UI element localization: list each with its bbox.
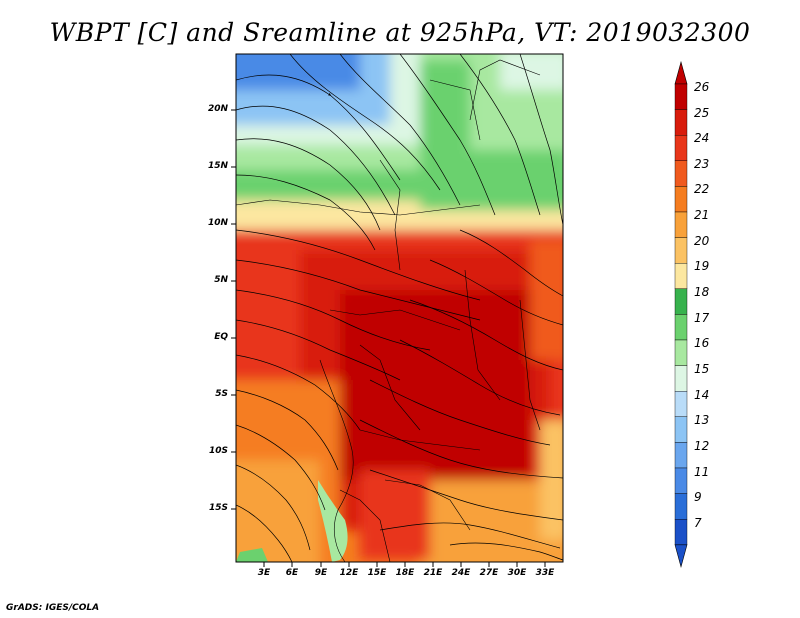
colorbar-top-arrow <box>674 60 688 85</box>
colorbar-label: 24 <box>694 131 710 145</box>
colorbar-label: 21 <box>694 208 710 222</box>
lat-label-5s: 5S <box>215 389 228 399</box>
colorbar-swatch <box>674 442 688 469</box>
colorbar-label: 20 <box>694 234 710 248</box>
colorbar-label: 19 <box>694 259 710 273</box>
colorbar-label: 13 <box>694 413 710 427</box>
colorbar-swatch <box>674 211 688 238</box>
colorbar-swatch <box>674 314 688 341</box>
colorbar-label: 9 <box>694 490 702 504</box>
lon-label-33e: 33E <box>535 568 555 578</box>
lat-label-eq: EQ <box>214 332 228 342</box>
lon-label-24e: 24E <box>451 568 471 578</box>
colorbar-label: 18 <box>694 285 710 299</box>
lat-label-10n: 10N <box>207 218 228 228</box>
lon-label-27e: 27E <box>479 568 499 578</box>
colorbar <box>674 60 688 568</box>
lat-label-5n: 5N <box>214 275 228 285</box>
colorbar-label: 15 <box>694 362 710 376</box>
colorbar-swatch <box>674 391 688 418</box>
colorbar-swatch <box>674 263 688 290</box>
map-frame <box>235 53 564 563</box>
streamlines <box>236 54 563 562</box>
colorbar-label: 7 <box>694 516 702 530</box>
colorbar-label: 14 <box>694 388 710 402</box>
colorbar-label: 26 <box>694 80 710 94</box>
colorbar-swatch <box>674 467 688 494</box>
colorbar-label: 17 <box>694 311 710 325</box>
colorbar-swatch <box>674 186 688 213</box>
colorbar-swatch <box>674 109 688 136</box>
figure-title: WBPT [C] and Sreamline at 925hPa, VT: 20… <box>49 18 751 47</box>
country-borders <box>236 59 541 562</box>
colorbar-swatch <box>674 519 688 546</box>
lat-label-20n: 20N <box>207 104 228 114</box>
lon-label-12e: 12E <box>339 568 359 578</box>
colorbar-swatch <box>674 83 688 110</box>
lon-label-9e: 9E <box>314 568 328 578</box>
lon-ticks <box>263 562 546 567</box>
colorbar-label: 12 <box>694 439 710 453</box>
lat-label-10s: 10S <box>208 446 228 456</box>
colorbar-swatch <box>674 365 688 392</box>
colorbar-bottom-arrow <box>674 544 688 568</box>
colorbar-swatch <box>674 493 688 520</box>
wbpt-shaded-field <box>236 54 563 562</box>
lat-ticks <box>231 109 236 510</box>
colorbar-label: 16 <box>694 336 710 350</box>
colorbar-label: 11 <box>694 465 710 479</box>
colorbar-swatch <box>674 339 688 366</box>
grads-credit: GrADS: IGES/COLA <box>6 603 100 613</box>
colorbar-swatch <box>674 288 688 315</box>
colorbar-swatch <box>674 237 688 264</box>
lon-label-18e: 18E <box>395 568 415 578</box>
lon-label-6e: 6E <box>285 568 299 578</box>
colorbar-swatch <box>674 134 688 161</box>
colorbar-label: 22 <box>694 182 710 196</box>
lon-label-15e: 15E <box>367 568 387 578</box>
colorbar-label: 25 <box>694 106 710 120</box>
colorbar-label: 23 <box>694 157 710 171</box>
lat-label-15s: 15S <box>208 503 228 513</box>
lon-label-3e: 3E <box>257 568 271 578</box>
lon-label-30e: 30E <box>507 568 527 578</box>
colorbar-swatch <box>674 160 688 187</box>
colorbar-swatch <box>674 416 688 443</box>
lon-label-21e: 21E <box>423 568 443 578</box>
lat-label-15n: 15N <box>207 161 228 171</box>
